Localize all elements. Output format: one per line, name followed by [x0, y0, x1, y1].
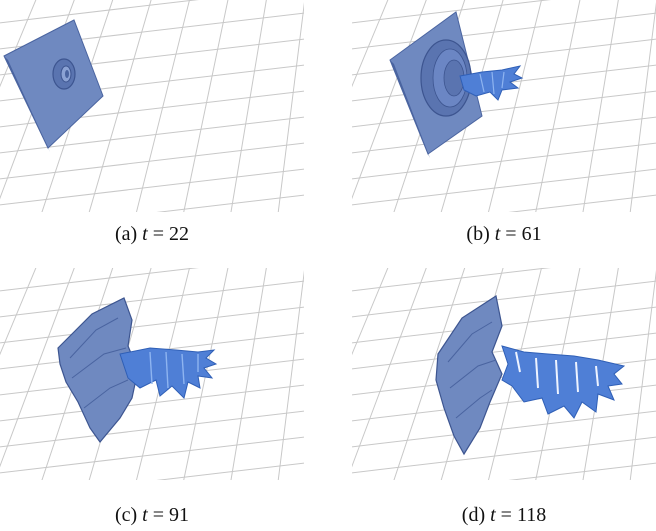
- grid-line: [0, 142, 304, 180]
- grid-line: [0, 168, 304, 206]
- grid-line: [183, 0, 229, 212]
- grid-line: [156, 462, 304, 480]
- grid-line: [0, 0, 37, 88]
- caption-b: (b) t = 61: [352, 222, 656, 246]
- panel-c-render: [0, 268, 304, 480]
- caption-c-label: (c): [114, 504, 138, 526]
- caption-b-value: 61: [521, 223, 542, 245]
- grid-line: [629, 1, 656, 212]
- caption-c-eq: =: [147, 504, 170, 526]
- grid-line: [508, 194, 656, 212]
- grid-line: [352, 0, 551, 24]
- caption-d: (d) t = 118: [352, 503, 656, 527]
- grid-line: [352, 436, 656, 474]
- grid-line: [352, 12, 656, 50]
- grid-line: [0, 436, 304, 474]
- deformed-sheet: [435, 295, 503, 456]
- grid-line: [352, 384, 656, 422]
- grid-line: [88, 0, 152, 212]
- grid-line: [230, 268, 267, 480]
- panel-a-scene: [0, 0, 304, 212]
- grid-line: [0, 280, 304, 318]
- grid-line: [352, 268, 551, 292]
- grid-line: [0, 410, 304, 448]
- caption-d-eq: =: [495, 504, 517, 526]
- grid-line: [352, 168, 656, 206]
- grid-line: [393, 268, 466, 480]
- caption-a: (a) t = 22: [0, 222, 304, 246]
- grid-line: [183, 268, 229, 480]
- grid-line: [352, 268, 427, 468]
- grid-line: [135, 0, 191, 212]
- grid-line: [629, 269, 656, 480]
- grid-line: [277, 1, 304, 212]
- caption-a-eq: =: [147, 223, 170, 245]
- caption-b-label: (b): [466, 223, 490, 245]
- vortex-ring: [52, 58, 76, 90]
- jet-plume: [501, 345, 626, 419]
- caption-d-var: t: [490, 504, 496, 526]
- floor-grid: [352, 268, 656, 480]
- grid-line: [0, 384, 304, 422]
- vortex-disc: [420, 39, 472, 117]
- grid-line: [352, 280, 656, 318]
- caption-a-value: 22: [169, 223, 190, 245]
- grid-line: [0, 268, 199, 292]
- grid-line: [352, 268, 354, 480]
- grid-line: [0, 0, 2, 212]
- grid-line: [0, 0, 199, 24]
- jet-plume: [119, 347, 218, 399]
- panel-d-render: [352, 268, 656, 480]
- jet-plume: [459, 65, 524, 101]
- caption-c: (c) t = 91: [0, 503, 304, 527]
- panel-b-render: [352, 0, 656, 212]
- grid-line: [0, 268, 75, 468]
- grid-line: [277, 269, 304, 480]
- grid-line: [352, 410, 656, 448]
- panel-a-render: [0, 0, 304, 212]
- panel-b-scene: [352, 0, 656, 212]
- grid-line: [352, 116, 656, 154]
- deformed-sheet: [57, 297, 139, 443]
- caption-d-value: 118: [516, 504, 547, 526]
- grid-line: [352, 142, 656, 180]
- grid-line: [230, 0, 267, 212]
- panel-d-scene: [352, 268, 656, 480]
- caption-b-var: t: [494, 223, 501, 245]
- caption-a-var: t: [142, 223, 148, 245]
- grid-line: [352, 306, 656, 344]
- grid-line: [582, 0, 619, 212]
- grid-line: [535, 0, 581, 212]
- grid-line: [156, 194, 304, 212]
- caption-d-label: (d): [461, 504, 486, 526]
- grid-line: [0, 116, 304, 154]
- grid-line: [352, 0, 427, 200]
- caption-c-var: t: [142, 504, 148, 526]
- caption-a-label: (a): [114, 223, 138, 245]
- grid-line: [352, 0, 389, 88]
- grid-line: [352, 90, 656, 128]
- grid-line: [352, 268, 389, 356]
- grid-line: [352, 0, 354, 212]
- caption-c-value: 91: [169, 504, 190, 526]
- grid-line: [508, 462, 656, 480]
- flat-plate: [3, 19, 104, 152]
- floor-grid: [352, 0, 656, 212]
- caption-b-eq: =: [500, 223, 522, 245]
- panel-c-scene: [0, 268, 304, 480]
- grid-line: [487, 0, 543, 212]
- grid-line: [0, 268, 37, 356]
- grid-line: [0, 268, 2, 480]
- grid-line: [0, 306, 304, 344]
